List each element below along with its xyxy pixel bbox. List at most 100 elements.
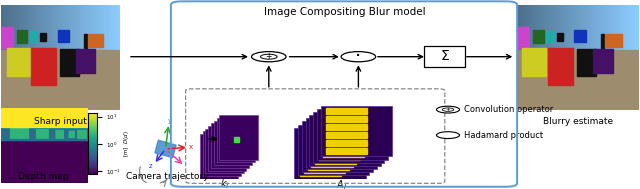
Bar — [315, 118, 356, 124]
Bar — [315, 157, 356, 163]
Text: z: z — [149, 163, 152, 169]
Bar — [220, 150, 225, 156]
Text: +: + — [445, 107, 451, 112]
Bar — [214, 121, 252, 165]
Bar — [225, 145, 231, 150]
Bar — [84, 34, 87, 48]
Bar — [326, 132, 367, 138]
Bar — [315, 126, 356, 132]
Bar — [548, 48, 573, 85]
Bar — [76, 49, 95, 73]
Bar — [220, 115, 258, 160]
Bar — [304, 127, 345, 133]
Bar — [319, 154, 360, 160]
Bar — [308, 156, 349, 162]
Text: Hadamard product: Hadamard product — [464, 131, 543, 140]
Bar — [88, 34, 103, 47]
Text: Sharp input: Sharp input — [34, 117, 86, 126]
Bar — [311, 121, 353, 127]
Bar — [1, 27, 13, 48]
Bar — [517, 50, 639, 110]
Bar — [7, 48, 29, 76]
Bar — [231, 139, 237, 145]
Bar — [557, 33, 563, 41]
Bar — [323, 151, 364, 157]
Text: $\Sigma$: $\Sigma$ — [440, 49, 450, 63]
Bar — [326, 140, 367, 146]
Bar — [574, 30, 586, 42]
Bar — [214, 156, 220, 161]
Bar — [319, 130, 360, 136]
Bar — [300, 154, 341, 160]
Bar — [323, 119, 364, 125]
Bar — [300, 162, 341, 168]
Bar — [222, 147, 228, 153]
Bar — [326, 116, 367, 122]
Bar — [605, 34, 621, 47]
Bar — [315, 134, 356, 140]
Bar — [200, 134, 238, 179]
Bar — [313, 112, 385, 163]
Bar — [217, 153, 223, 158]
Bar — [308, 148, 349, 154]
Bar — [319, 122, 360, 129]
Bar — [58, 30, 68, 42]
Bar — [326, 148, 367, 154]
Bar — [300, 130, 341, 136]
Bar — [311, 153, 353, 159]
Bar — [202, 132, 241, 176]
Bar — [304, 167, 345, 173]
Bar — [315, 149, 356, 156]
Bar — [205, 129, 244, 173]
Bar — [308, 164, 349, 170]
Bar — [40, 33, 45, 41]
Bar — [309, 115, 381, 166]
Bar — [17, 30, 28, 43]
Bar — [29, 31, 37, 42]
Text: y: y — [168, 118, 172, 124]
Bar — [315, 142, 356, 148]
Y-axis label: [m]  $D(d)$: [m] $D(d)$ — [122, 130, 131, 157]
Bar — [326, 124, 367, 130]
Bar — [577, 49, 596, 76]
Text: Depth map: Depth map — [19, 172, 68, 181]
Bar — [300, 146, 341, 152]
Text: +: + — [266, 52, 272, 61]
Bar — [302, 122, 373, 172]
Bar — [304, 135, 345, 141]
Bar — [323, 135, 364, 141]
Bar — [593, 49, 613, 73]
Bar — [234, 137, 239, 142]
Text: x: x — [189, 144, 193, 150]
Bar — [547, 31, 554, 42]
Bar — [323, 127, 364, 133]
Bar — [311, 145, 353, 151]
Bar — [304, 159, 345, 165]
Bar — [294, 128, 365, 179]
Text: Blurry estimate: Blurry estimate — [543, 117, 613, 126]
Bar — [217, 118, 255, 162]
Text: Camera trajectory: Camera trajectory — [126, 172, 209, 181]
Bar — [319, 146, 360, 152]
Bar — [61, 49, 79, 76]
Bar — [298, 125, 369, 175]
Bar — [601, 34, 604, 48]
Bar — [31, 48, 56, 85]
Bar — [323, 143, 364, 149]
Bar — [208, 126, 246, 170]
Text: Image Compositing Blur model: Image Compositing Blur model — [264, 7, 425, 17]
Bar — [323, 112, 364, 118]
Bar — [522, 48, 547, 76]
Bar — [311, 129, 353, 135]
Polygon shape — [155, 140, 176, 158]
Bar — [321, 106, 392, 156]
Bar — [211, 123, 249, 168]
Bar — [304, 151, 345, 157]
Bar — [311, 161, 353, 167]
Bar — [228, 142, 234, 148]
Text: Convolution operator: Convolution operator — [464, 105, 553, 114]
Text: $A_l$: $A_l$ — [336, 178, 347, 189]
Bar — [304, 143, 345, 149]
Bar — [517, 27, 529, 48]
Bar — [306, 118, 377, 169]
